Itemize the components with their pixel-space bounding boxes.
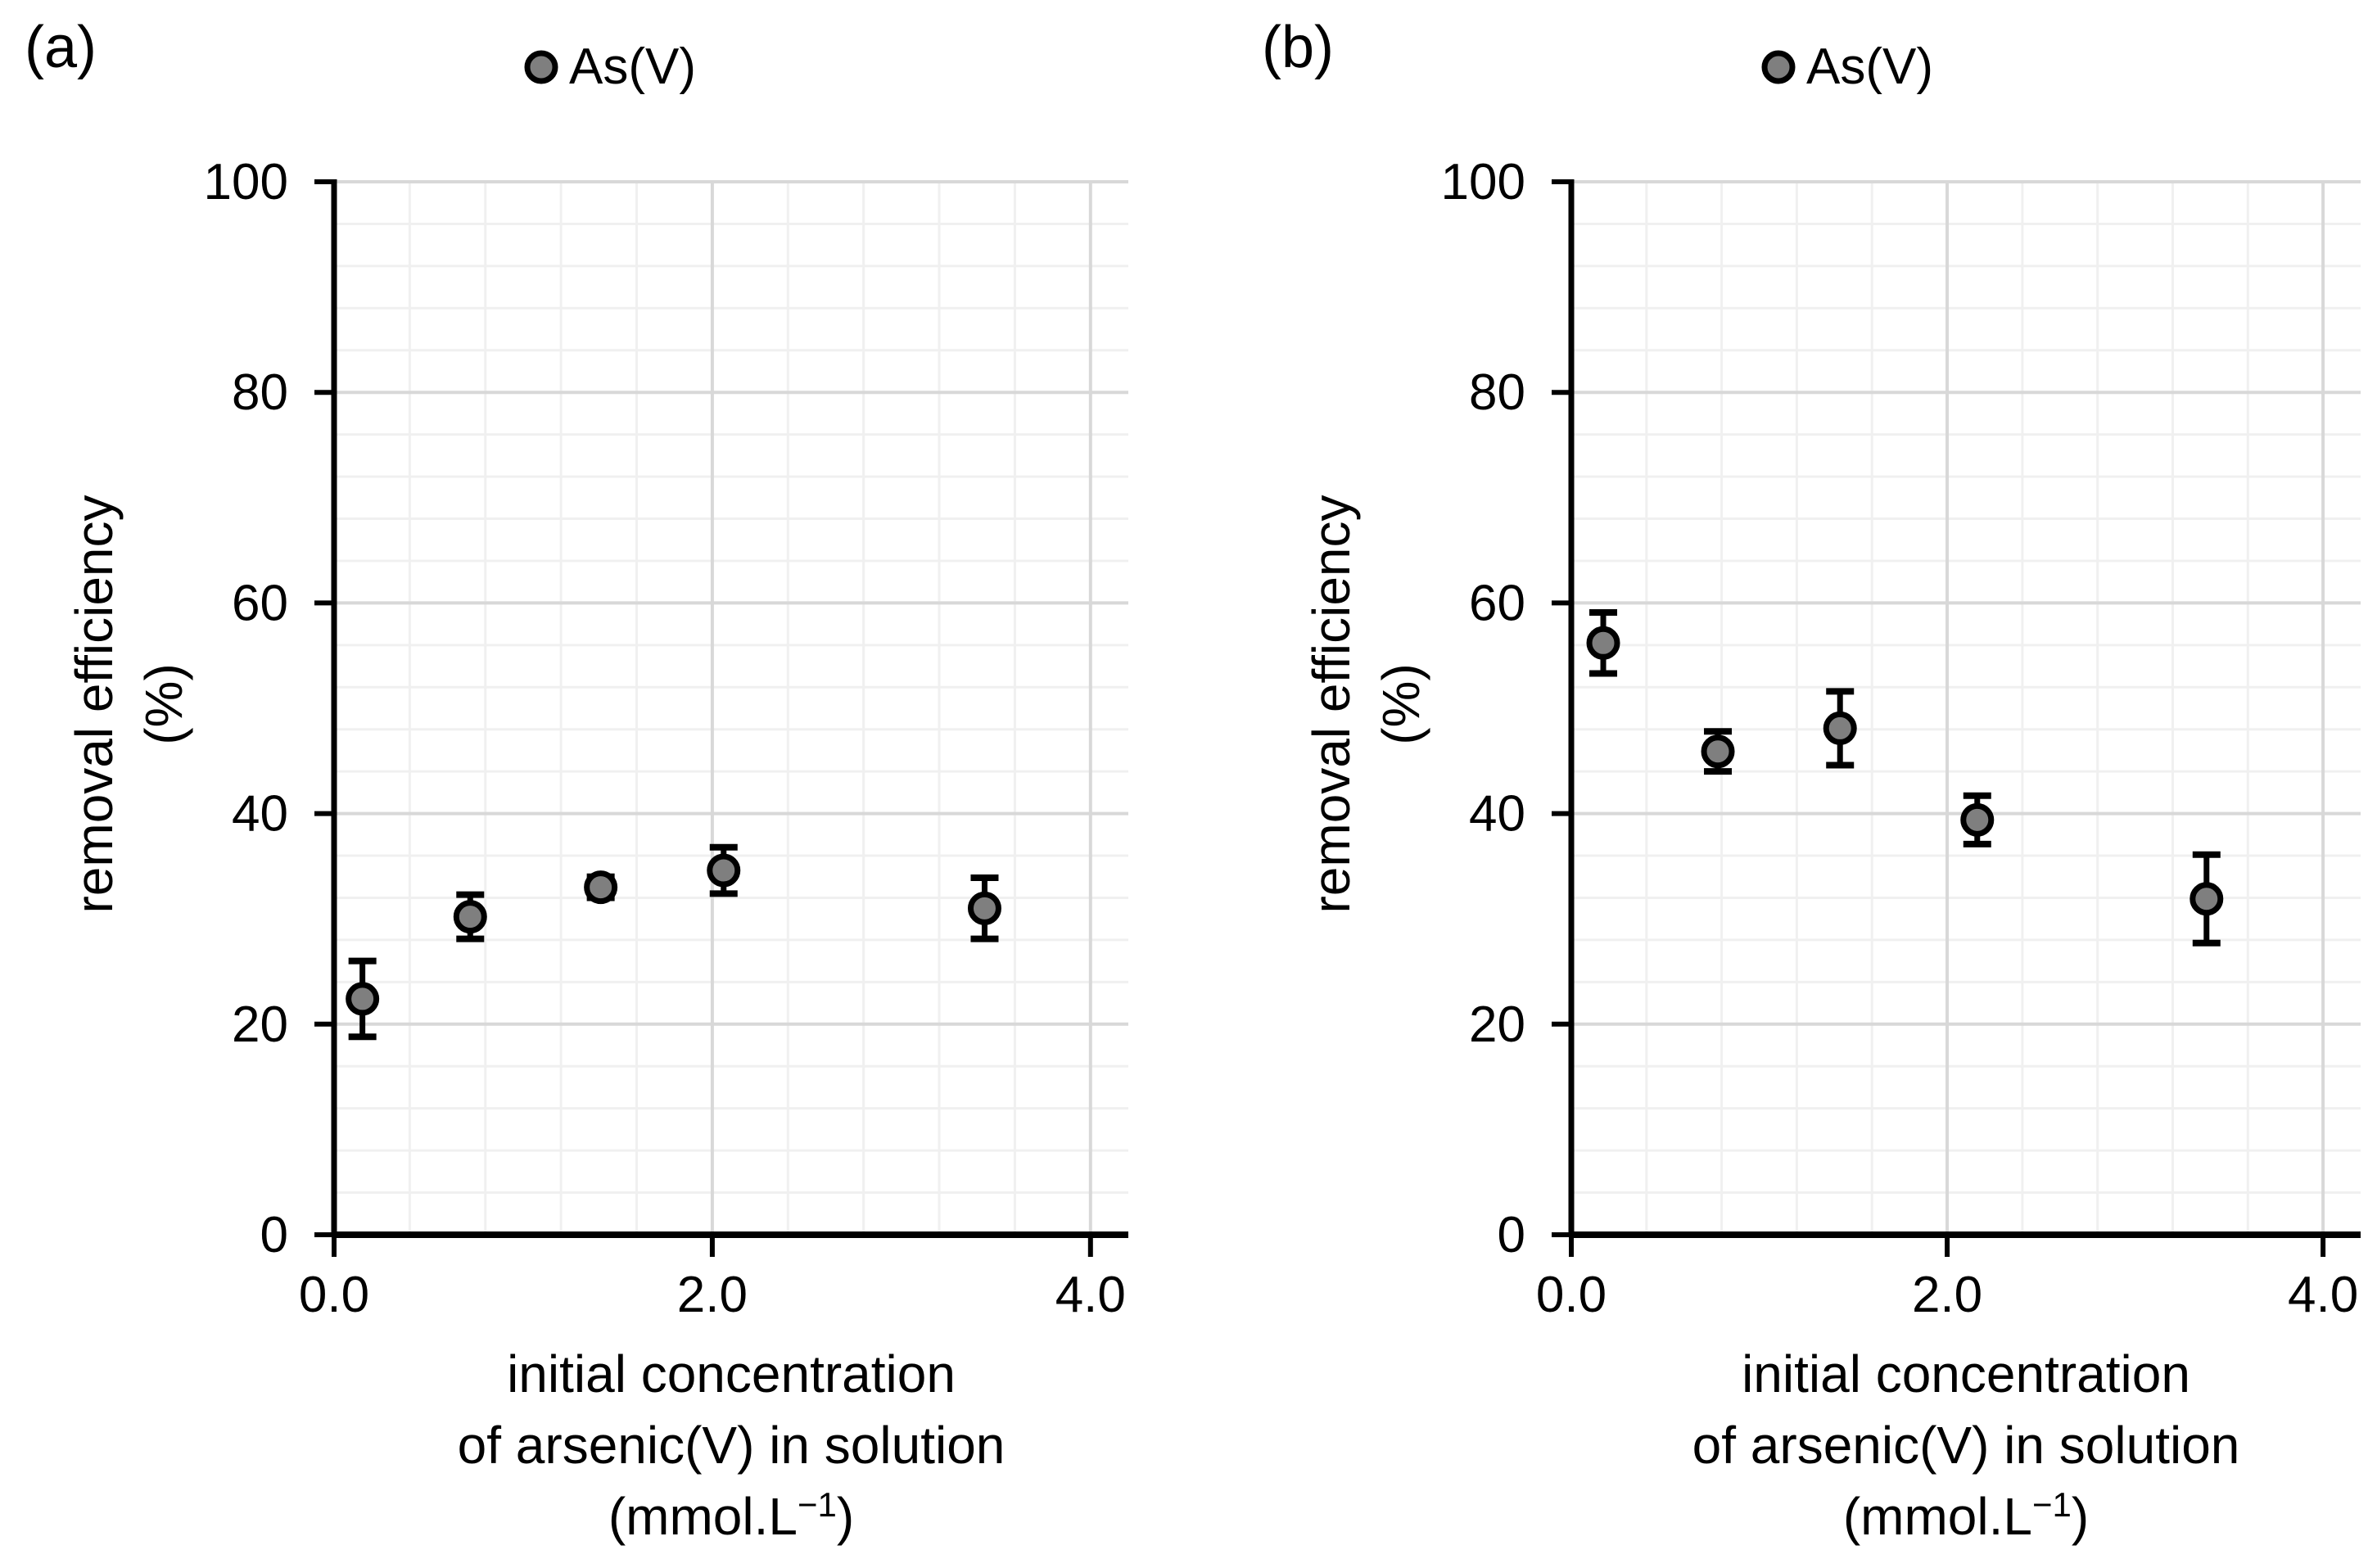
y-tick-label: 80	[1469, 364, 1525, 421]
legend-label: As(V)	[1806, 38, 1933, 95]
data-point-marker	[967, 891, 1001, 925]
x-tick-label: 2.0	[677, 1267, 748, 1323]
y-tick-label: 40	[232, 786, 288, 843]
legend-marker-icon	[524, 50, 558, 84]
data-point-marker	[1960, 802, 1995, 837]
legend-label: As(V)	[569, 38, 696, 95]
y-tick-label: 100	[1441, 154, 1525, 210]
y-tick-label: 60	[1469, 575, 1525, 631]
panel-label: (b)	[1262, 15, 1334, 80]
x-axis-title-unit: (mmol.L−1)	[1843, 1485, 2089, 1546]
x-tick-label: 2.0	[1912, 1267, 1982, 1323]
x-tick-label: 4.0	[1055, 1267, 1126, 1323]
data-point-marker	[1823, 711, 1857, 745]
x-tick-label: 0.0	[299, 1267, 369, 1323]
x-axis-title-line2: of arsenic(V) in solution	[458, 1416, 1005, 1475]
y-tick-label: 60	[232, 575, 288, 631]
data-point-marker	[1701, 734, 1735, 769]
y-tick-label: 20	[232, 996, 288, 1053]
data-point-marker	[1586, 626, 1620, 660]
y-axis-title-line1: removal efficiency	[65, 495, 124, 913]
data-point-marker	[707, 853, 741, 888]
chart-panel: 0 20 40 60 80 100 0.0 2.0 4.0 initial concentrati…	[25, 15, 1128, 1546]
chart-panel: 0 20 40 60 80 100 0.0 2.0 4.0 initial concentrati…	[1262, 15, 2361, 1546]
legend: As(V)	[524, 38, 696, 95]
x-axis-title-line1: initial concentration	[1742, 1344, 2190, 1403]
y-tick-label: 0	[260, 1207, 288, 1263]
y-axis-title-line2: (%)	[1372, 663, 1430, 745]
x-axis-title-line1: initial concentration	[507, 1344, 956, 1403]
x-tick-label: 4.0	[2288, 1267, 2358, 1323]
legend-marker-icon	[1761, 50, 1796, 84]
x-tick-label: 0.0	[1536, 1267, 1607, 1323]
data-point-marker	[2189, 882, 2224, 916]
y-tick-label: 40	[1469, 786, 1525, 843]
legend: As(V)	[1761, 38, 1933, 95]
x-axis-title-unit: (mmol.L−1)	[608, 1485, 854, 1546]
panel-label: (a)	[25, 15, 97, 80]
y-tick-label: 80	[232, 364, 288, 421]
y-tick-label: 100	[204, 154, 288, 210]
y-axis-title-line1: removal efficiency	[1302, 495, 1361, 913]
data-point-marker	[453, 900, 487, 934]
data-point-marker	[584, 870, 618, 905]
y-tick-label: 20	[1469, 996, 1525, 1053]
y-tick-label: 0	[1498, 1207, 1525, 1263]
y-axis-title-line2: (%)	[134, 663, 193, 745]
x-axis-title-line2: of arsenic(V) in solution	[1692, 1416, 2240, 1475]
data-point-marker	[346, 982, 380, 1016]
